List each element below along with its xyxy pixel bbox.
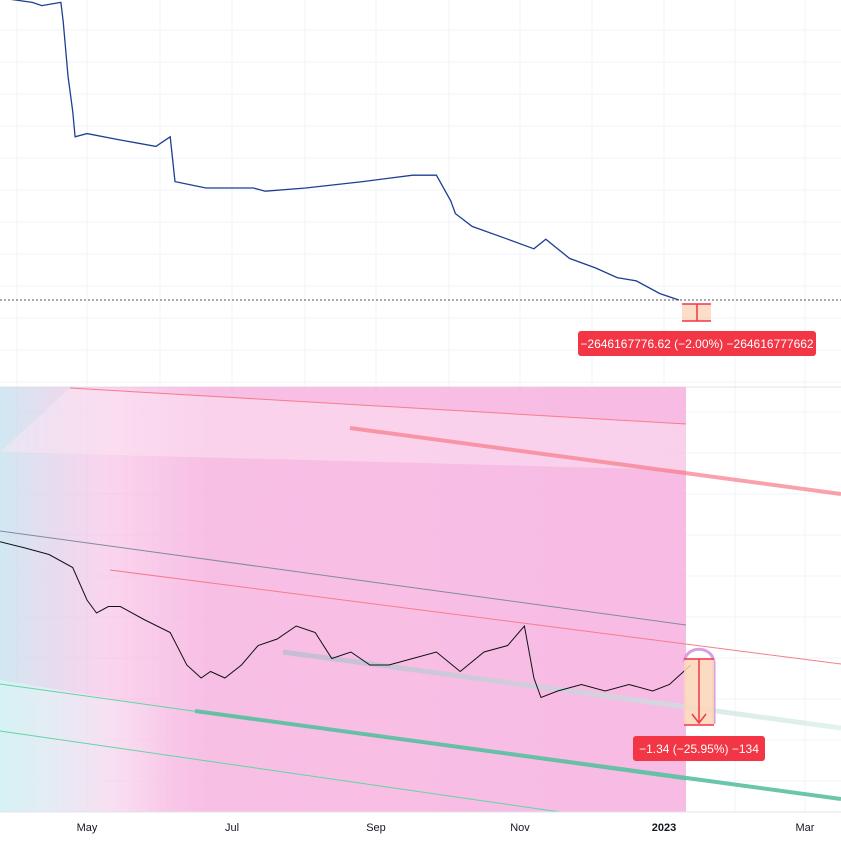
channel-upper-line xyxy=(69,387,687,425)
lower-measure-label: −1.34 (−25.95%) −134 xyxy=(639,742,759,756)
channel-upper-extension xyxy=(349,426,841,496)
channel-lower-extension xyxy=(194,709,841,801)
x-axis-tick-label: May xyxy=(77,822,98,834)
upper-measure-tool[interactable]: −2646167776.62 (−2.00%) −264616777662 xyxy=(578,303,816,356)
lower-price-line xyxy=(0,541,692,699)
x-axis-tick-label: Mar xyxy=(796,822,815,834)
x-axis-tick-label: Sep xyxy=(366,822,386,834)
upper-measure-label: −2646167776.62 (−2.00%) −264616777662 xyxy=(580,337,814,351)
lower-measure-tool[interactable]: −1.34 (−25.95%) −134 xyxy=(633,647,765,761)
channel-bottom-line xyxy=(0,730,561,813)
x-axis-tick-label: Nov xyxy=(510,822,530,834)
regression-channel xyxy=(0,387,841,813)
lower-measure-label-bg xyxy=(633,736,765,761)
arrow-down-icon xyxy=(691,713,707,725)
upper-price-line xyxy=(10,0,680,301)
x-axis-tick-label: Jul xyxy=(225,822,239,834)
channel-underfill xyxy=(0,680,686,812)
channel-mid-red-line xyxy=(109,569,841,665)
regression-line xyxy=(0,530,687,626)
x-axis: May Jul Sep Nov 2023 Mar xyxy=(77,822,815,834)
upper-measure-label-bg xyxy=(578,331,816,356)
x-axis-tick-label: 2023 xyxy=(652,822,676,834)
